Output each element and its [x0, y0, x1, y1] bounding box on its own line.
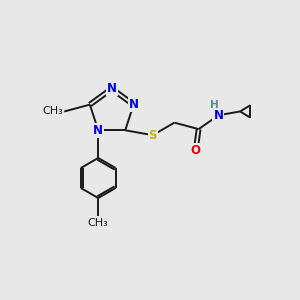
- Text: CH₃: CH₃: [88, 218, 109, 228]
- Text: N: N: [107, 82, 117, 95]
- Text: H: H: [211, 100, 219, 110]
- Text: N: N: [129, 98, 139, 111]
- Text: N: N: [93, 124, 103, 137]
- Text: CH₃: CH₃: [42, 106, 63, 116]
- Text: N: N: [213, 109, 224, 122]
- Text: O: O: [191, 144, 201, 157]
- Text: S: S: [148, 129, 157, 142]
